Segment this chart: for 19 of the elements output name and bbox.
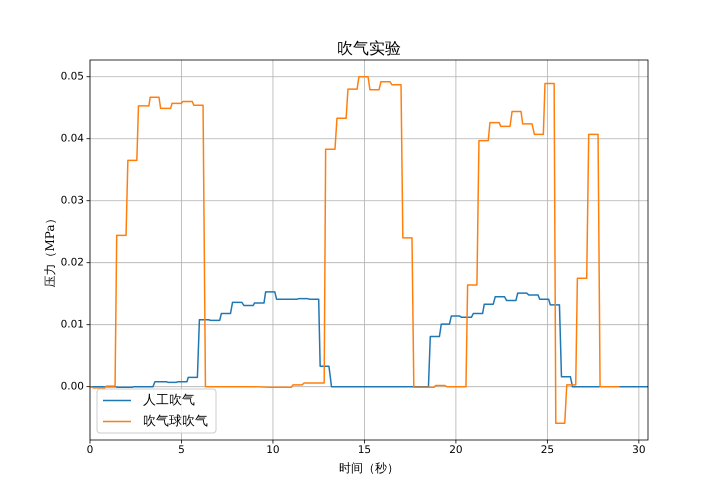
x-tick-label: 10 [266, 444, 280, 456]
y-tick-label: 0.01 [60, 318, 84, 331]
x-tick-label: 5 [178, 444, 185, 456]
x-tick-label: 15 [358, 444, 372, 456]
y-tick-label: 0.00 [60, 380, 84, 393]
legend-label: 人工吹气 [143, 393, 195, 408]
x-tick-label: 30 [632, 444, 646, 456]
y-tick-label: 0.04 [60, 132, 84, 145]
y-tick-label: 0.03 [60, 194, 84, 207]
legend-label: 吹气球吹气 [143, 414, 208, 429]
y-tick-label: 0.02 [60, 256, 84, 269]
x-axis-title: 时间（秒） [339, 461, 399, 475]
x-tick-label: 20 [449, 444, 463, 456]
line-series [90, 291, 648, 388]
x-tick-label: 0 [86, 444, 94, 456]
x-tick-label: 25 [540, 444, 554, 456]
chart-title: 吹气实验 [337, 38, 401, 58]
y-tick-label: 0.05 [60, 70, 84, 83]
y-axis-title: 压力（MPa） [43, 212, 57, 288]
